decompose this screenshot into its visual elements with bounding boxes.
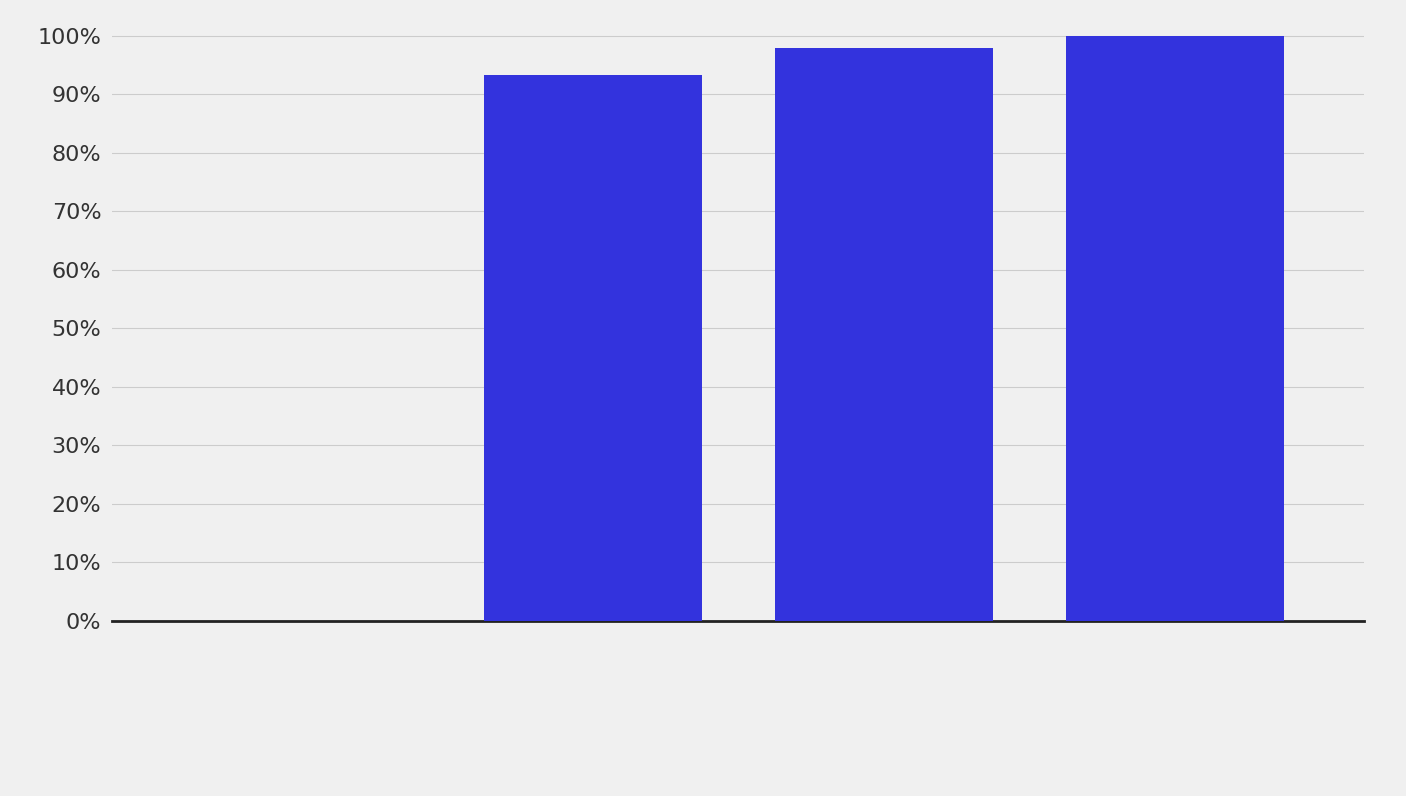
Bar: [775, 48, 993, 621]
Bar: [1066, 36, 1284, 621]
Bar: [484, 75, 702, 621]
